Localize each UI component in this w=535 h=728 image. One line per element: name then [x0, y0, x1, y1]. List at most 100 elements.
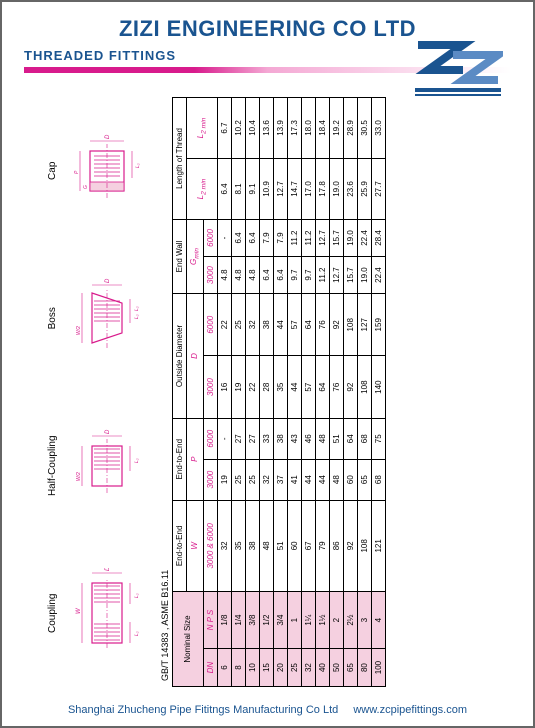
table-row: 1004121687514015922.428.427.733.0 — [371, 98, 385, 687]
coupling-label: Coupling — [47, 594, 58, 633]
table-cell: 11.2 — [287, 219, 301, 256]
table-cell: 28 — [259, 356, 273, 418]
table-cell: 11.2 — [301, 219, 315, 256]
table-cell: 6.7 — [217, 98, 231, 159]
svg-text:L₂: L₂ — [134, 631, 140, 636]
table-cell: 25 — [231, 459, 245, 500]
table-cell: 65 — [357, 459, 371, 500]
standard-ref: GB/T 14383 , ASME B16.11 — [160, 97, 170, 681]
table-cell: 38 — [259, 294, 273, 356]
th-l2a: L2 min — [187, 159, 218, 220]
table-cell: 10 — [245, 649, 259, 687]
table-cell: 32 — [245, 294, 259, 356]
table-cell: 22.4 — [357, 219, 371, 256]
table-cell: 12.7 — [315, 219, 329, 256]
table-cell: 30.5 — [357, 98, 371, 159]
table-cell: 159 — [371, 294, 385, 356]
th-w: W — [187, 500, 204, 591]
table-cell: 92 — [343, 356, 357, 418]
th-ete-p: End-to-End — [173, 418, 187, 500]
table-cell: 16 — [217, 356, 231, 418]
table-cell: 76 — [315, 294, 329, 356]
th-g3: 3000 — [203, 257, 217, 294]
table-cell: 79 — [315, 500, 329, 591]
footer-link[interactable]: www.zcpipefittings.com — [353, 704, 467, 716]
table-cell: 10.2 — [231, 98, 245, 159]
th-d6: 6000 — [203, 294, 217, 356]
table-cell: 68 — [357, 418, 371, 459]
table-cell: 108 — [357, 500, 371, 591]
table-cell: 19.0 — [329, 159, 343, 220]
table-cell: 6.4 — [273, 257, 287, 294]
table-row: 151/248323328386.47.910.913.6 — [259, 98, 273, 687]
table-cell: 6.4 — [259, 257, 273, 294]
table-cell: 22.4 — [371, 257, 385, 294]
table-cell: 15 — [259, 649, 273, 687]
svg-text:L₂: L₂ — [135, 163, 141, 168]
table-row: 103/838252722324.86.49.110.4 — [245, 98, 259, 687]
table-cell: 6.4 — [245, 219, 259, 256]
table-cell: 14.7 — [287, 159, 301, 220]
table-row: 652½9260649210815.719.023.628.9 — [343, 98, 357, 687]
table-cell: 3/8 — [245, 592, 259, 649]
table-cell: 43 — [287, 418, 301, 459]
table-body: 61/83219-16224.8-6.46.781/435252719254.8… — [217, 98, 385, 687]
table-cell: 1¼ — [301, 592, 315, 649]
table-cell: 9.1 — [245, 159, 259, 220]
table-cell: 13.6 — [259, 98, 273, 159]
table-cell: 44 — [315, 459, 329, 500]
table-cell: 23.6 — [343, 159, 357, 220]
th-g: Gmin — [187, 219, 204, 293]
table-cell: 27.7 — [371, 159, 385, 220]
th-ew: End Wall — [173, 219, 187, 293]
svg-text:D: D — [105, 429, 111, 434]
th-3k6k: 3000 & 6000 — [203, 500, 217, 591]
table-cell: 22 — [217, 294, 231, 356]
table-cell: 1½ — [315, 592, 329, 649]
th-od: Outside Diameter — [173, 294, 187, 419]
table-cell: 127 — [357, 294, 371, 356]
table-cell: 25 — [245, 459, 259, 500]
th-ete-w: End-to-End — [173, 500, 187, 591]
table-cell: 15.7 — [343, 257, 357, 294]
boss-label: Boss — [47, 307, 58, 329]
table-cell: 1/4 — [231, 592, 245, 649]
table-cell: 25 — [287, 649, 301, 687]
table-cell: 1 — [287, 592, 301, 649]
th-p6: 6000 — [203, 418, 217, 459]
table-cell: 51 — [273, 500, 287, 591]
table-cell: 3 — [357, 592, 371, 649]
table-cell: 22 — [245, 356, 259, 418]
table-cell: 32 — [217, 500, 231, 591]
table-cell: 75 — [371, 418, 385, 459]
th-dn: DN — [203, 649, 217, 687]
footer-company: Shanghai Zhucheng Pipe Fititngs Manufact… — [68, 704, 338, 716]
table-cell: 92 — [329, 294, 343, 356]
table-cell: 44 — [287, 356, 301, 418]
table-cell: 10.4 — [245, 98, 259, 159]
table-cell: 10.9 — [259, 159, 273, 220]
table-cell: 86 — [329, 500, 343, 591]
table-cell: 51 — [329, 418, 343, 459]
table-cell: 6.4 — [217, 159, 231, 220]
coupling-diagram: W D L₂ L₂ — [62, 568, 152, 658]
table-cell: 41 — [287, 459, 301, 500]
table-cell: 44 — [273, 294, 287, 356]
table-cell: 2 — [329, 592, 343, 649]
table-row: 803108656810812719.022.425.930.5 — [357, 98, 371, 687]
table-row: 401½794448647611.212.717.818.4 — [315, 98, 329, 687]
svg-text:W/2: W/2 — [76, 326, 82, 335]
table-cell: 48 — [329, 459, 343, 500]
table-cell: 18.0 — [301, 98, 315, 159]
th-g6: 6000 — [203, 219, 217, 256]
table-cell: 4.8 — [231, 257, 245, 294]
table-cell: 32 — [301, 649, 315, 687]
svg-text:L₂: L₂ — [134, 306, 140, 311]
table-cell: 1/2 — [259, 592, 273, 649]
table-cell: 32 — [259, 459, 273, 500]
svg-text:L₂: L₂ — [134, 593, 140, 598]
table-cell: 35 — [231, 500, 245, 591]
table-cell: 35 — [273, 356, 287, 418]
table-cell: 25 — [231, 294, 245, 356]
table-cell: 19.2 — [329, 98, 343, 159]
